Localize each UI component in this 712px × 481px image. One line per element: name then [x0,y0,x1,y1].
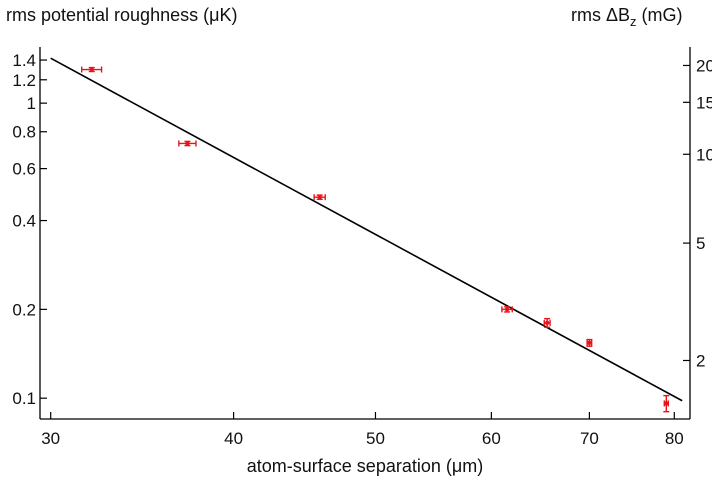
y-tick-label-left: 1.4 [12,51,36,70]
x-tick-label: 60 [482,429,501,448]
x-tick-label: 30 [41,429,60,448]
x-tick-label: 50 [366,429,385,448]
data-point [587,340,592,346]
y-tick-label-left: 0.8 [12,123,36,142]
y-axis-title-right-suffix: (mG) [637,5,683,25]
x-axis-title: atom-surface separation (μm) [247,456,483,476]
fit-line [50,57,683,402]
y-tick-label-left: 0.6 [12,160,36,179]
y-axis-title-right: rms ΔBz (mG) [571,5,683,29]
y-tick-label-left: 0.2 [12,300,36,319]
data-point [544,320,550,326]
data-point [185,141,190,146]
data-point [664,401,669,406]
y-axis-title-right-prefix: rms [571,5,606,25]
x-tick-label: 70 [580,429,599,448]
y-axis-title-right-symbol: ΔB [606,5,630,25]
chart-marks: 30 40 50 60 70 80 0.1 0.2 0.4 0.6 0.8 1 1.21.4 2 5 10 15… [12,51,712,448]
x-tick-label: 40 [224,429,243,448]
y-tick-label-right: 5 [696,234,705,253]
y-axis-title-right-subscript: z [630,14,637,29]
y-tick-label-right: 15 [696,93,712,112]
y-tick-label-left: 0.1 [12,389,36,408]
y-tick-label-left: 1 [27,94,36,113]
data-point [504,307,510,312]
data-point [89,67,94,72]
data-point [317,194,322,200]
x-tick-label: 80 [665,429,684,448]
y-axis-title-left: rms potential roughness (μK) [6,5,237,25]
y-tick-label-right: 2 [696,351,705,370]
y-tick-label-right: 10 [696,145,712,164]
y-tick-label-left: 1.2 [12,71,36,90]
y-tick-label-left: 0.4 [12,212,36,231]
y-tick-label-right: 20 [696,56,712,75]
